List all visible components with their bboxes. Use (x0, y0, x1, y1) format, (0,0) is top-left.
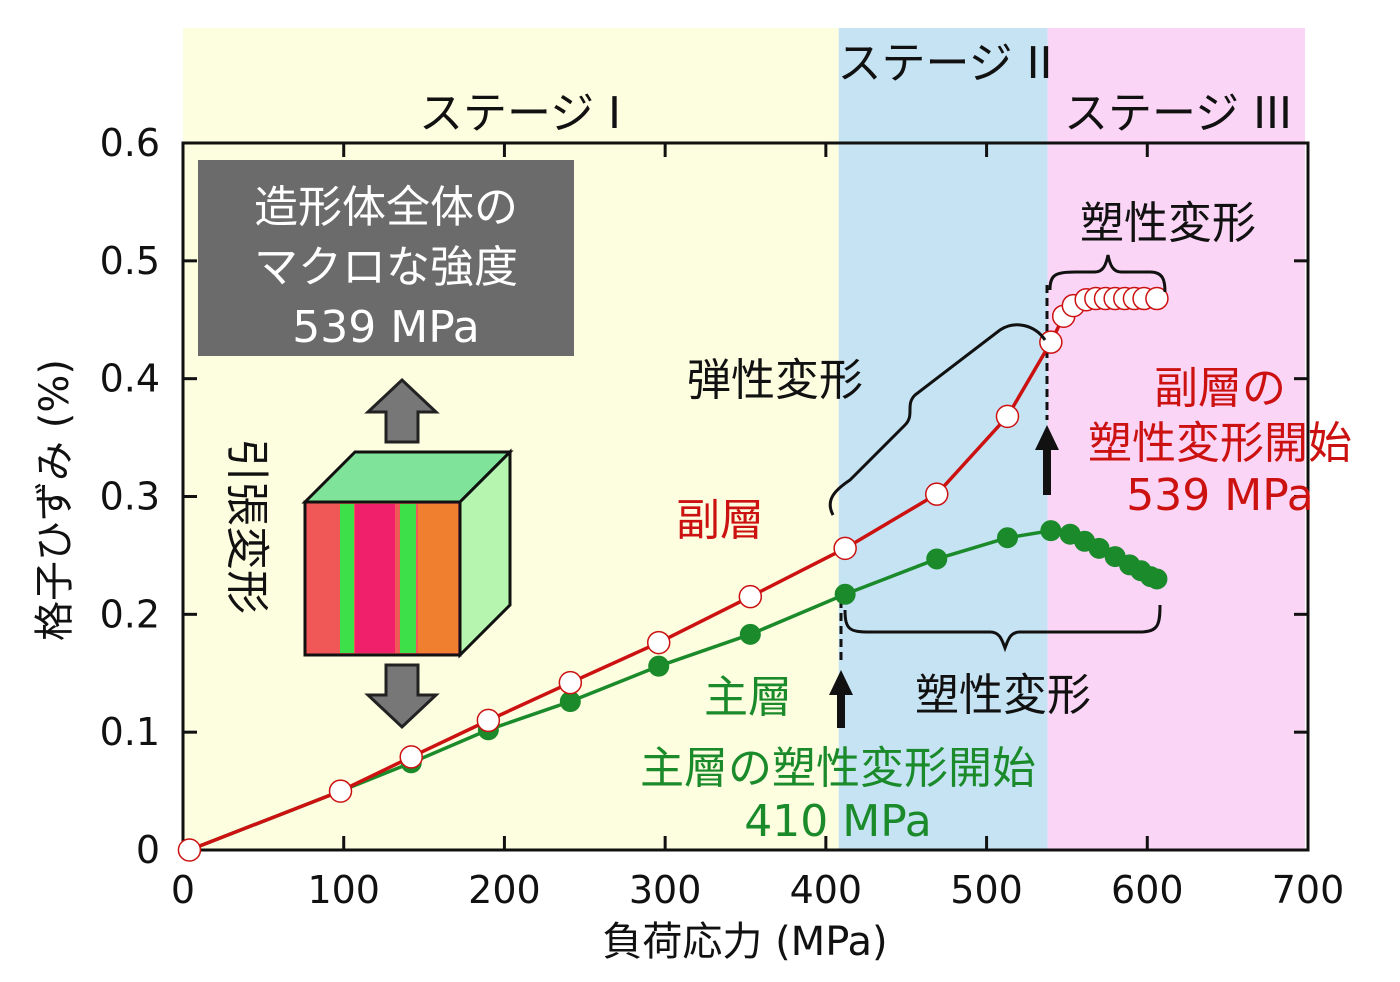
y-tick-label: 0.1 (100, 710, 160, 754)
axis-ticks: 0 100 200 300 400 500 600 700 0 0.1 0.2 0.3 0.4 0.5 0.… (100, 121, 1345, 912)
y-tick-label: 0.3 (100, 475, 160, 519)
x-tick-label: 300 (629, 868, 702, 912)
x-axis-label: 負荷応力 (MPa) (602, 919, 887, 965)
macro-box-line2: マクロな強度 (254, 242, 518, 293)
sub-layer-label: 副層 (676, 495, 764, 546)
sub-onset-arrow-icon (1035, 425, 1059, 495)
sub-onset-line2: 塑性変形開始 (1088, 418, 1352, 469)
data-point (739, 623, 761, 645)
plastic-sub-brace (1048, 254, 1167, 293)
microstructure-cube-icon (301, 448, 514, 659)
data-point (1040, 520, 1062, 542)
sub-onset-line1: 副層の (1154, 363, 1286, 414)
data-point (558, 670, 583, 695)
data-point (833, 536, 857, 561)
data-point (559, 691, 581, 713)
elastic-brace (828, 323, 1047, 516)
stage-band-3 (1047, 28, 1305, 850)
y-tick-label: 0.2 (100, 592, 160, 636)
y-tick-label: 0.5 (100, 239, 160, 283)
data-point (738, 584, 763, 609)
y-tick-label: 0 (136, 828, 160, 872)
tensile-deformation-label: 引張変形 (221, 438, 272, 614)
y-tick-label: 0.4 (100, 357, 160, 401)
plastic-sub-label: 塑性変形 (1080, 198, 1256, 249)
data-point (926, 548, 948, 570)
x-tick-label: 500 (950, 868, 1023, 912)
y-axis-label: 格子ひずみ (%) (32, 359, 78, 641)
stage-2-label: ステージ II (837, 38, 1052, 89)
series-group (177, 286, 1169, 862)
stage-band-1 (183, 28, 839, 850)
x-tick-label: 100 (307, 868, 380, 912)
data-point (995, 404, 1020, 429)
stage-3-label: ステージ III (1064, 88, 1292, 139)
main-onset-line1: 主層の塑性変形開始 (640, 743, 1036, 794)
data-point (646, 630, 671, 655)
tension-up-arrow-icon (364, 377, 440, 444)
y-tick-label: 0.6 (100, 121, 160, 165)
stage-1-label: ステージ I (419, 88, 621, 139)
sub-onset-line3: 539 MPa (1126, 470, 1313, 521)
main-layer-label: 主層 (704, 672, 792, 723)
main-onset-arrow-icon (829, 670, 853, 728)
data-point (476, 708, 501, 733)
main-onset-line2: 410 MPa (744, 796, 931, 847)
x-tick-label: 600 (1111, 868, 1184, 912)
data-point (328, 779, 353, 803)
macro-strength-box (198, 160, 574, 356)
stage-band-2 (838, 28, 1048, 850)
plastic-main-label: 塑性変形 (915, 670, 1091, 721)
data-point (177, 838, 202, 862)
tension-down-arrow-icon (364, 663, 440, 730)
data-point (834, 583, 856, 605)
x-tick-label: 400 (790, 868, 863, 912)
data-point (1039, 330, 1063, 354)
data-point (1146, 568, 1168, 590)
plastic-main-brace (843, 604, 1162, 653)
x-tick-label: 0 (171, 868, 195, 912)
data-point (399, 745, 423, 769)
macro-box-line1: 造形体全体の (254, 182, 518, 233)
data-point (648, 655, 670, 677)
elastic-label: 弾性変形 (687, 355, 863, 406)
data-point (996, 527, 1018, 549)
macro-box-line3: 539 MPa (292, 302, 479, 353)
data-point (925, 482, 949, 506)
data-point (1145, 286, 1169, 311)
x-tick-label: 700 (1272, 868, 1345, 912)
x-tick-label: 200 (468, 868, 541, 912)
